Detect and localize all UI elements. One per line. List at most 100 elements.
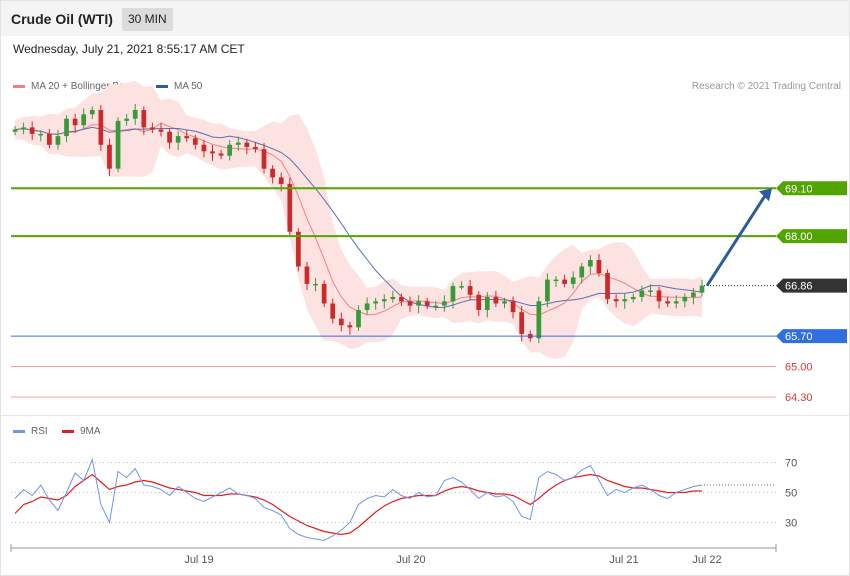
candle-body [433,305,439,308]
candle-body [227,144,233,156]
x-tick-label: Jul 20 [396,554,425,566]
x-tick-label: Jul 19 [184,554,213,566]
ma20-swatch [13,84,25,88]
candle-body [639,290,645,297]
panel-separator [1,415,849,416]
candle-body [107,144,112,169]
candle-body [605,273,610,300]
x-tick-label: Jul 22 [692,554,721,566]
candle-body [390,296,396,300]
candle-body [682,296,688,302]
x-tick-label: Jul 21 [609,554,638,566]
ma50-swatch [156,84,168,88]
candle-body [536,301,542,339]
candle-body [562,279,567,284]
candle-body [132,110,138,119]
candle-body [158,129,164,132]
candle-body [304,266,310,284]
candle-body [261,149,267,169]
chart-title: Crude Oil (WTI) [11,11,113,27]
level-tag-66.86 [776,278,847,293]
rsi-swatch [13,429,25,433]
candle-body [29,127,35,134]
candle-body [484,296,490,310]
ma50-line [14,126,703,309]
level-label-66.86: 66.86 [785,281,813,293]
candle-body [699,285,705,293]
legend-ma50-label: MA 50 [174,81,203,92]
candle-body [321,283,327,304]
candle-body [399,296,404,302]
candle-body [55,136,61,145]
candle-body [648,290,653,292]
candle-body [330,303,336,319]
candle-body [579,266,585,278]
candle-body [64,118,69,137]
candle-body [253,146,258,150]
legend-rsi: RSI [13,426,48,437]
candle-body [570,277,576,284]
candle-body [218,153,224,156]
candle-body [630,296,636,300]
candle-body [416,301,421,306]
rsi-tick-label: 50 [785,488,797,500]
candle-body [424,301,430,306]
rsi-ma-swatch [62,429,74,433]
credit-text: Research © 2021 Trading Central [691,81,841,92]
candle-body [502,301,507,304]
target-arrow-head [759,188,772,202]
timeframe-badge[interactable]: 30 MIN [122,8,173,31]
candle-body [596,260,602,274]
candle-body [613,299,619,302]
level-tag-68.00 [776,229,847,244]
candle-body [467,286,473,295]
candle-body [38,133,44,136]
candle-body [184,136,190,139]
candle-body [347,325,353,328]
candle-body [278,177,284,184]
chart-header: Crude Oil (WTI) 30 MIN [1,1,849,36]
candle-body [373,301,379,304]
candle-body [72,118,78,126]
candle-body [244,142,250,147]
candle-body [296,231,301,267]
candle-body [201,144,207,152]
candle-body [476,294,482,310]
candle-body [81,114,87,126]
candle-body [175,136,181,143]
candle-body [46,133,52,145]
legend-ma50: MA 50 [156,81,202,92]
candle-body [98,110,104,145]
candle-body [338,318,344,326]
candle-body [673,301,679,304]
chart-datetime: Wednesday, July 21, 2021 8:55:17 AM CET [13,42,245,56]
candle-body [270,168,275,178]
level-label-65.70: 65.70 [785,331,813,343]
candle-body [450,286,456,302]
rsi-line [14,457,703,542]
candle-body [89,110,95,115]
candle-body [510,301,516,313]
candle-body [407,301,413,306]
rsi-tick-label: 70 [785,458,797,470]
level-label-69.10: 69.10 [785,183,813,195]
candle-body [545,279,550,302]
candle-body [12,129,18,132]
candle-body [356,310,361,328]
candle-body [150,127,155,130]
candle-body [141,110,147,128]
legend-rsi-ma: 9MA [62,426,101,437]
legend-ma20-label: MA 20 + Bollinger Bands [31,81,141,92]
candle-body [287,183,293,232]
legend-rsi-label: RSI [31,426,48,437]
level-label-65.00: 65.00 [785,362,813,374]
candle-body [622,299,628,302]
candle-body [665,301,671,304]
candle-body [210,151,215,154]
level-label-68.00: 68.00 [785,231,813,243]
candle-body [459,286,464,288]
candle-body [493,296,499,304]
candle-body [115,120,121,169]
level-tag-65.70 [776,329,847,344]
